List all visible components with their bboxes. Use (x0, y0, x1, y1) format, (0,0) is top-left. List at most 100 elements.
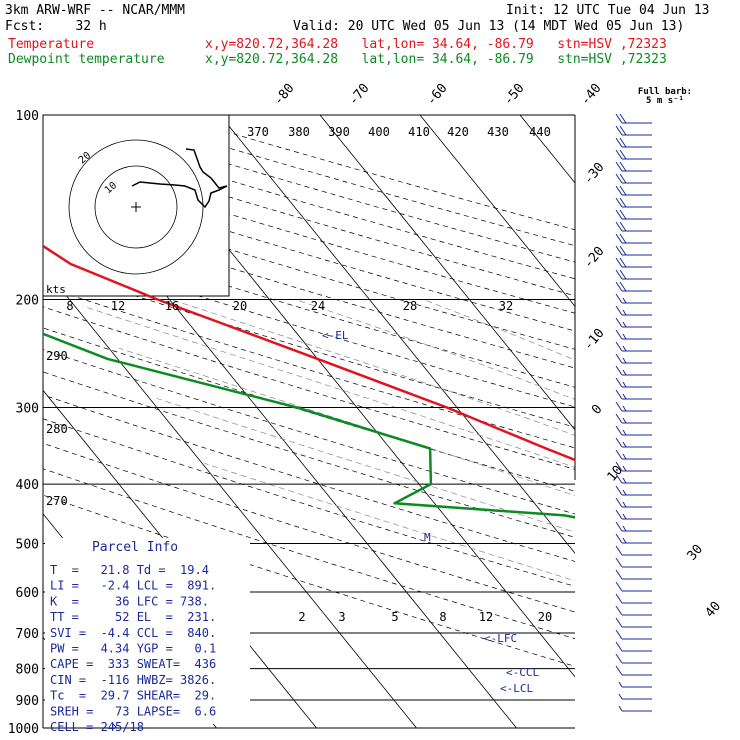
theta-label: 390 (328, 125, 350, 139)
valid-time: Valid: 20 UTC Wed 05 Jun 13 (14 MDT Wed … (293, 19, 685, 34)
pressure-tick-label: 200 (16, 294, 39, 309)
dewpoint-point-info: x,y=820.72,364.28 lat,lon= 34.64, -86.79… (205, 52, 667, 67)
wind-barb (615, 533, 652, 544)
wind-barb (615, 581, 652, 592)
wind-barb (615, 461, 652, 472)
wind-barb (615, 353, 652, 364)
hodograph-trace (131, 148, 228, 209)
wind-barb (615, 317, 652, 328)
isotherm-label: 40 (703, 599, 725, 621)
parcel-info-row: SREH = 73 LAPSE= 6.6 (50, 704, 216, 718)
m-marker: M (424, 531, 431, 544)
wind-barb (615, 497, 652, 508)
wind-barb (615, 269, 652, 280)
wind-barb (615, 641, 652, 652)
dry-adiabat (43, 286, 575, 449)
parcel-info-panel: Parcel Info T = 21.8 Td = 19.4 LI = -2.4 L… (45, 538, 250, 734)
ccl-marker: <-CCL (506, 666, 539, 679)
parcel-info-background (45, 538, 250, 724)
theta-label: 420 (447, 125, 469, 139)
pressure-tick-label: 500 (16, 537, 39, 552)
parcel-info-row: PW = 4.34 YGP = 0.1 (50, 642, 216, 656)
moist-adiabat (170, 299, 575, 436)
parcel-info-title: Parcel Info (92, 540, 178, 555)
parcel-info-row: K = 36 LFC = 738. (50, 594, 209, 608)
wind-barb (615, 617, 652, 628)
wind-barb (615, 605, 652, 616)
lfc-marker: <-LFC (484, 632, 517, 645)
mixing-ratio-label: 3 (338, 610, 345, 624)
mixing-ratio-label: 20 (233, 299, 247, 313)
isotherm-label: -60 (424, 81, 451, 109)
parcel-info-row: CAPE = 333 SWEAT= 436 (50, 657, 216, 671)
wind-barb (615, 113, 652, 124)
wind-barb (615, 185, 652, 196)
pressure-tick-label: 1000 (8, 722, 39, 737)
dewpoint-profile-line (43, 332, 575, 519)
mixing-ratio-label: 5 (391, 610, 398, 624)
wind-barb (615, 665, 652, 676)
isotherm-line (219, 115, 575, 554)
dry-adiabat (169, 115, 575, 231)
theta-label: 410 (408, 125, 430, 139)
isotherm-label: -80 (271, 81, 298, 109)
wind-barb (615, 125, 652, 136)
wind-barb (615, 233, 652, 244)
theta-label: 380 (288, 125, 310, 139)
wind-barb (615, 305, 652, 316)
hodograph-ring (68, 139, 204, 275)
theta-label: 370 (247, 125, 269, 139)
mixing-ratio-label: 32 (499, 299, 513, 313)
dewpoint-legend: Dewpoint temperature (8, 52, 165, 67)
wind-barb (615, 389, 652, 400)
isotherm-label: -50 (501, 81, 528, 109)
isotherm-line (319, 115, 575, 431)
temperature-point-info: x,y=820.72,364.28 lat,lon= 34.64, -86.79… (205, 37, 667, 52)
pressure-tick-label: 900 (16, 694, 39, 709)
isotherm-line (43, 266, 417, 728)
wind-barb (615, 521, 652, 532)
mixing-ratio-label: 12 (479, 610, 493, 624)
dry-adiabat (43, 442, 575, 613)
theta-label: 270 (46, 494, 68, 508)
profiles (43, 244, 575, 519)
wind-barb (615, 257, 652, 268)
mixing-ratio-label: 24 (311, 299, 325, 313)
wind-barb (615, 557, 652, 568)
pressure-tick-label: 100 (16, 109, 39, 124)
wind-barb (615, 329, 652, 340)
dry-adiabat (43, 227, 575, 388)
wind-barb (615, 365, 652, 376)
parcel-info-row: T = 21.8 Td = 19.4 (50, 563, 209, 577)
wind-barb (615, 377, 652, 388)
barb-legend-units: 5 m s⁻¹ (646, 96, 684, 106)
wind-barb (615, 161, 652, 172)
isotherm-label: -20 (581, 244, 608, 272)
temperature-profile-line (43, 244, 575, 462)
wind-barb (615, 629, 652, 640)
isotherm-label: -30 (581, 160, 608, 188)
wind-barb (615, 245, 652, 256)
parcel-info-row: CIN = -116 HWBZ= 3826. (50, 673, 216, 687)
theta-label: 440 (529, 125, 551, 139)
wind-barb (615, 593, 652, 604)
wind-barb (615, 545, 652, 556)
wind-barb (615, 485, 652, 496)
theta-label: 280 (46, 422, 68, 436)
isotherm-label: 0 (589, 402, 606, 418)
dry-adiabat (43, 327, 575, 492)
hodograph-units: kts (46, 283, 66, 296)
mixing-ratio-label: 28 (403, 299, 417, 313)
pressure-tick-label: 600 (16, 586, 39, 601)
wind-barb (615, 221, 652, 232)
dry-adiabat (43, 468, 575, 640)
wind-barb (615, 173, 652, 184)
mixing-ratio-label: 8 (66, 299, 73, 313)
parcel-info-row: SVI = -4.4 CCL = 840. (50, 626, 216, 640)
isotherm-line (0, 115, 17, 728)
moist-adiabat (423, 299, 575, 361)
el-marker: <-EL (322, 329, 349, 342)
mixing-ratio-label: 16 (165, 299, 179, 313)
wind-barb (615, 149, 652, 160)
